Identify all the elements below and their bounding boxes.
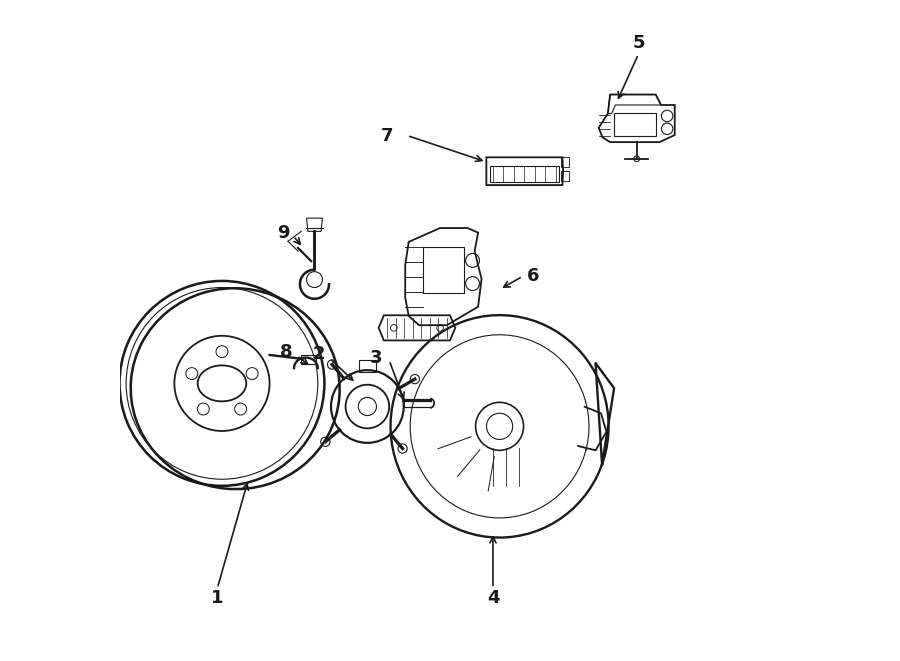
Text: 5: 5 xyxy=(632,34,644,52)
Text: 2: 2 xyxy=(313,344,326,363)
Text: 6: 6 xyxy=(526,267,539,286)
Text: 4: 4 xyxy=(487,589,500,607)
Text: 3: 3 xyxy=(370,349,382,368)
Text: 7: 7 xyxy=(381,126,393,145)
Text: 9: 9 xyxy=(277,223,290,242)
Text: 8: 8 xyxy=(280,342,292,361)
Text: 1: 1 xyxy=(212,589,223,607)
